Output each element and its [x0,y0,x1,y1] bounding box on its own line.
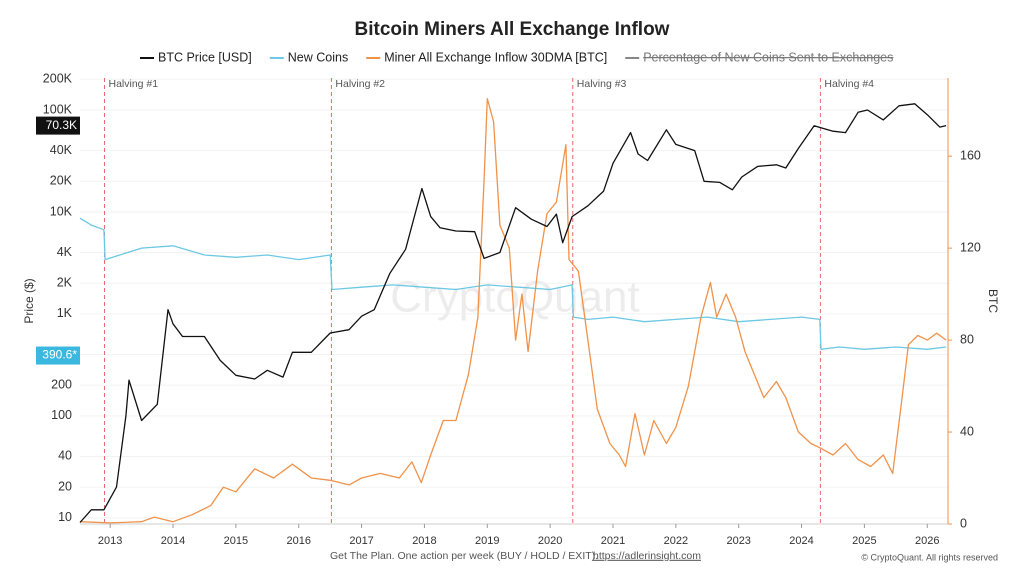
halving-label: Halving #4 [824,78,874,90]
x-tick-label: 2017 [349,535,373,547]
x-tick-label: 2015 [224,535,248,547]
legend-label[interactable]: Percentage of New Coins Sent to Exchange… [643,50,893,64]
y-tick-label: 10K [50,204,73,218]
x-tick-label: 2025 [852,535,876,547]
value-tag-label: 70.3K [46,118,77,132]
halving-label: Halving #1 [109,78,159,90]
y2-tick-label: 80 [960,332,974,346]
y-tick-label: 100K [43,102,73,116]
x-tick-label: 2023 [726,535,750,547]
halving-label: Halving #3 [577,78,627,90]
x-tick-label: 2014 [161,535,185,547]
y-tick-label: 1K [57,306,73,320]
x-tick-label: 2024 [789,535,813,547]
copyright: © CryptoQuant. All rights reserved [861,552,998,562]
y-tick-label: 20 [58,479,72,493]
footer-link[interactable]: https://adlerinsight.com [593,550,701,562]
y2-tick-label: 40 [960,424,974,438]
x-tick-label: 2013 [98,535,122,547]
series-line [79,103,947,523]
y2-tick-label: 160 [960,148,981,162]
series-line [79,217,947,350]
y2-tick-label: 0 [960,516,967,530]
x-tick-label: 2019 [475,535,499,547]
y-tick-label: 200 [51,377,72,391]
legend-label[interactable]: New Coins [288,50,348,64]
y2-tick-label: 120 [960,240,981,254]
y-tick-label: 4K [57,245,73,259]
x-tick-label: 2016 [286,535,310,547]
x-tick-label: 2018 [412,535,436,547]
value-tag-label: 390.6* [42,348,77,362]
y-axis-title: Price ($) [22,278,36,323]
x-tick-label: 2026 [915,535,939,547]
chart-title: Bitcoin Miners All Exchange Inflow [355,19,670,40]
legend-label[interactable]: BTC Price [USD] [158,50,252,64]
y-tick-label: 40K [50,143,73,157]
y-tick-label: 200K [43,72,73,86]
footer: Get The Plan. One action per week (BUY /… [330,550,598,562]
halving-label: Halving #2 [335,78,385,90]
y-tick-label: 40 [58,449,72,463]
y-tick-label: 100 [51,408,72,422]
x-tick-label: 2020 [538,535,562,547]
y-tick-label: 2K [57,276,73,290]
x-tick-label: 2022 [664,535,688,547]
legend: BTC Price [USD] New Coins Miner All Exchan… [140,50,893,64]
x-tick-label: 2021 [601,535,625,547]
value-tag [36,116,80,135]
legend-label[interactable]: Miner All Exchange Inflow 30DMA [BTC] [384,50,607,64]
value-tag [36,346,80,365]
y-tick-label: 20K [50,174,73,188]
series-line [79,98,947,524]
y2-axis-title: BTC [986,289,1000,313]
y-tick-label: 10 [58,510,72,524]
